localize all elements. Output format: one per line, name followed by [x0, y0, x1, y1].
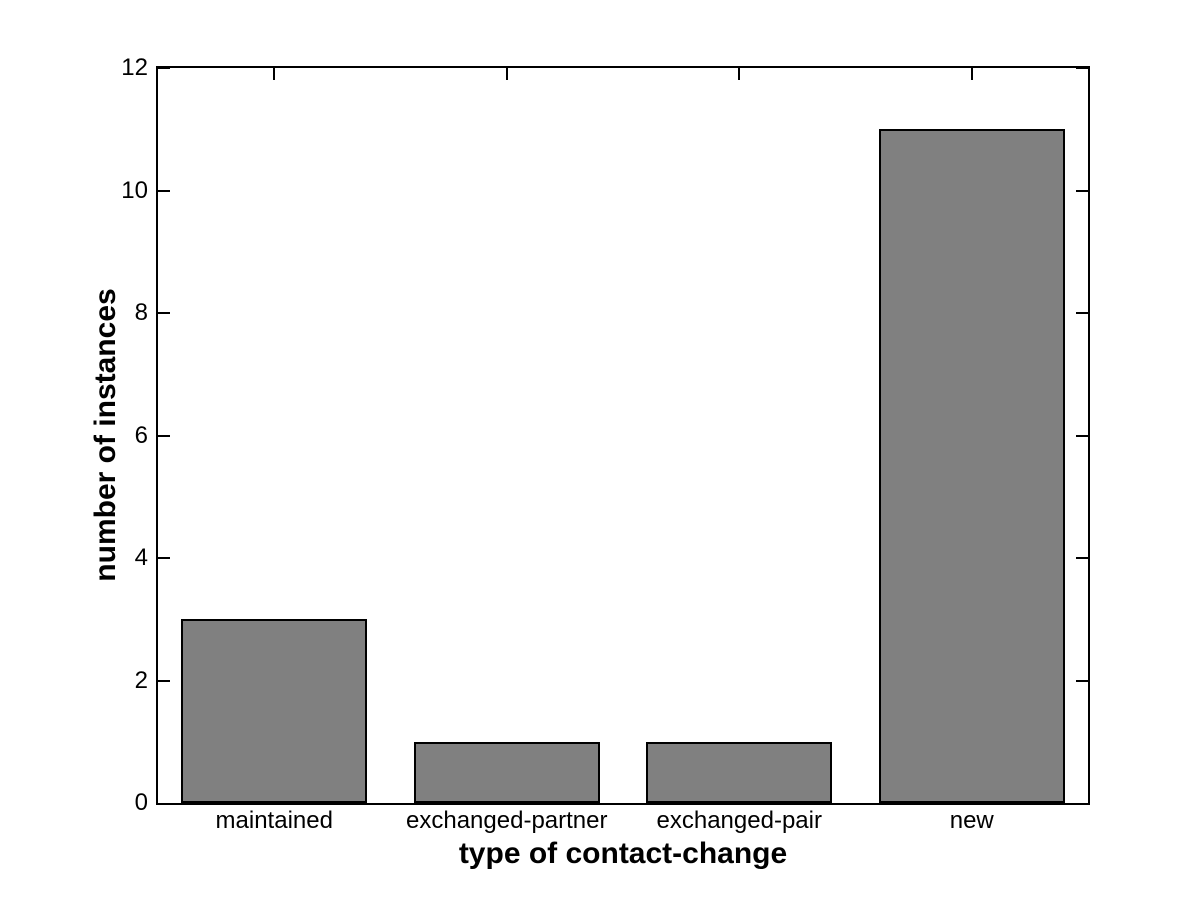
x-tick-top [273, 68, 276, 80]
x-tick-label: new [949, 807, 994, 834]
y-tick-left [158, 434, 170, 437]
bar-new [879, 129, 1065, 803]
y-tick-left [158, 189, 170, 192]
y-tick-label: 10 [121, 176, 148, 204]
y-tick-right [1076, 679, 1088, 682]
y-tick-right [1076, 434, 1088, 437]
bar-maintained [181, 619, 367, 803]
y-tick-label: 8 [134, 299, 148, 326]
x-tick-label: exchanged-partner [406, 807, 608, 834]
y-tick-left [158, 557, 170, 559]
y-tick-left [158, 679, 170, 682]
x-tick-label: maintained [215, 807, 333, 834]
y-tick-right [1076, 312, 1088, 314]
bar-exchanged-pair [646, 742, 832, 803]
x-axis-title: type of contact-change [458, 837, 788, 870]
x-tick-top [505, 68, 508, 80]
y-tick-label: 12 [121, 54, 148, 81]
y-tick-label: 4 [134, 544, 148, 571]
y-tick-left [158, 312, 170, 314]
y-axis-title: number of instances [89, 288, 122, 582]
x-tick-top [738, 68, 741, 80]
x-tick-top [970, 68, 973, 80]
plot-area [156, 66, 1090, 805]
y-tick-right [1076, 189, 1088, 192]
y-tick-label: 0 [134, 789, 148, 816]
bar-exchanged-partner [414, 742, 600, 803]
y-tick-label: 6 [134, 421, 148, 449]
x-tick-label: exchanged-pair [656, 807, 822, 834]
y-tick-right [1076, 557, 1088, 559]
y-tick-right [1076, 67, 1088, 69]
y-tick-label: 2 [134, 666, 148, 694]
y-tick-left [158, 67, 170, 69]
